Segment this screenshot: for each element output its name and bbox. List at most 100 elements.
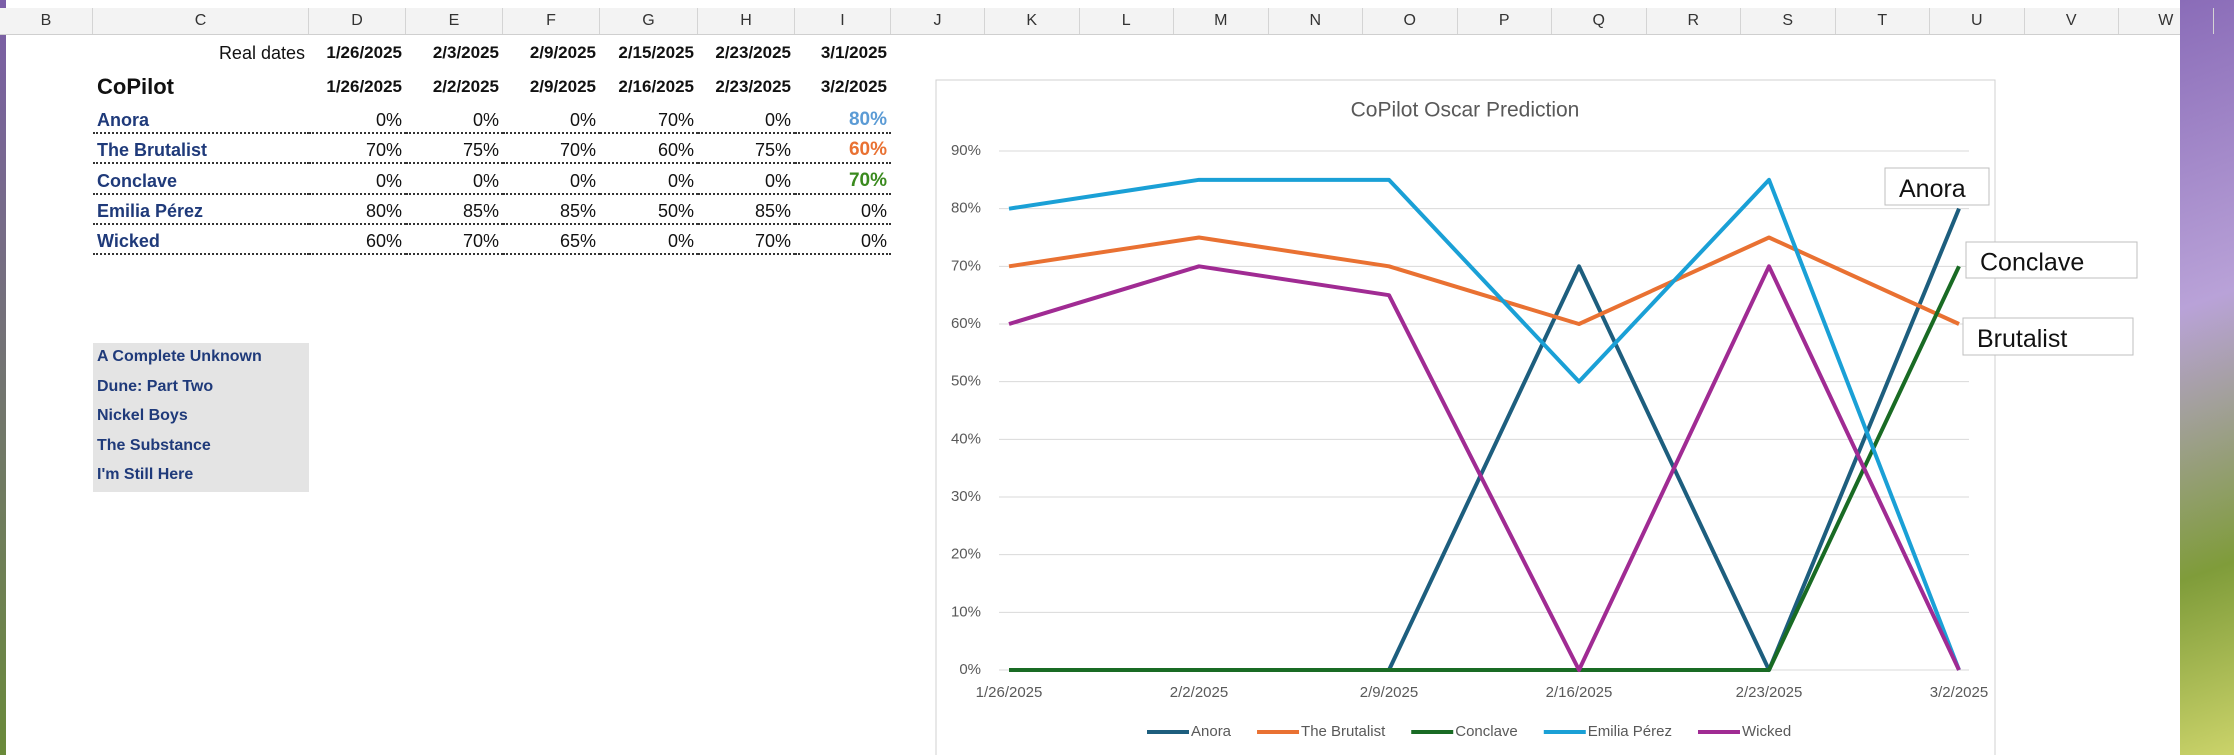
column-header: T: [1836, 8, 1931, 34]
table-cell: 2/16/2025: [600, 73, 698, 101]
y-tick-label: 10%: [951, 603, 981, 620]
y-tick-label: 0%: [959, 661, 981, 678]
column-header: F: [503, 8, 600, 34]
row-label: Anora: [93, 106, 309, 134]
table-cell: 75%: [406, 136, 503, 164]
column-header: O: [1363, 8, 1458, 34]
y-tick-label: 80%: [951, 200, 981, 217]
header-cell: 3/1/2025: [795, 39, 891, 67]
header-cell: Real dates: [93, 39, 309, 67]
list-item: A Complete Unknown: [97, 348, 262, 366]
table-cell: 0%: [406, 167, 503, 195]
table-cell: 0%: [698, 167, 795, 195]
table-cell: 0%: [503, 106, 600, 134]
header-cell: 2/9/2025: [503, 39, 600, 67]
y-tick-label: 70%: [951, 257, 981, 274]
table-cell: 0%: [698, 106, 795, 134]
x-tick-label: 2/16/2025: [1546, 684, 1613, 701]
x-tick-label: 2/23/2025: [1736, 684, 1803, 701]
table-cell: 0%: [795, 197, 891, 225]
column-header: K: [985, 8, 1080, 34]
column-header: D: [309, 8, 406, 34]
callout-label: Brutalist: [1977, 325, 2067, 353]
table-cell: 65%: [503, 227, 600, 255]
row-label: Conclave: [93, 167, 309, 195]
table-cell: 80%: [795, 106, 891, 134]
column-header: C: [93, 8, 309, 34]
table-cell: 0%: [309, 106, 406, 134]
table-cell: 0%: [600, 167, 698, 195]
table-cell: 70%: [698, 227, 795, 255]
legend-label: The Brutalist: [1301, 723, 1386, 740]
y-tick-label: 50%: [951, 373, 981, 390]
column-header: Q: [1552, 8, 1647, 34]
table-cell: 85%: [503, 197, 600, 225]
table-cell: 70%: [406, 227, 503, 255]
table-cell: 85%: [698, 197, 795, 225]
callout-label: Conclave: [1980, 249, 2084, 277]
table-cell: 75%: [698, 136, 795, 164]
chart-title: CoPilot Oscar Prediction: [1351, 99, 1580, 122]
row-label: Wicked: [93, 227, 309, 255]
table-cell: 70%: [795, 167, 891, 195]
x-tick-label: 1/26/2025: [976, 684, 1043, 701]
column-header: P: [1458, 8, 1553, 34]
table-cell: 0%: [406, 106, 503, 134]
column-header: S: [1741, 8, 1836, 34]
y-tick-label: 30%: [951, 488, 981, 505]
header-cell: 1/26/2025: [309, 39, 406, 67]
column-header: B: [0, 8, 93, 34]
table-cell: 70%: [503, 136, 600, 164]
column-header: V: [2025, 8, 2120, 34]
table-cell: 60%: [309, 227, 406, 255]
x-tick-label: 2/2/2025: [1170, 684, 1228, 701]
y-tick-label: 20%: [951, 546, 981, 563]
chart-frame: [936, 80, 1995, 755]
header-cell: 2/15/2025: [600, 39, 698, 67]
list-item: The Substance: [97, 437, 211, 455]
x-tick-label: 3/2/2025: [1930, 684, 1988, 701]
table-cell: 50%: [600, 197, 698, 225]
table-cell: 0%: [795, 227, 891, 255]
table-cell: 1/26/2025: [309, 73, 406, 101]
list-item: Nickel Boys: [97, 407, 188, 425]
column-header: R: [1647, 8, 1742, 34]
header-cell: 2/23/2025: [698, 39, 795, 67]
table-cell: 70%: [600, 106, 698, 134]
table-cell: 0%: [600, 227, 698, 255]
column-header: J: [891, 8, 985, 34]
y-tick-label: 40%: [951, 430, 981, 447]
list-item: I'm Still Here: [97, 466, 193, 484]
row-label: Emilia Pérez: [93, 197, 309, 225]
table-cell: 70%: [309, 136, 406, 164]
table-cell: 3/2/2025: [795, 73, 891, 101]
row-label: CoPilot: [93, 73, 309, 101]
table-cell: 2/9/2025: [503, 73, 600, 101]
table-cell: 85%: [406, 197, 503, 225]
table-cell: 2/23/2025: [698, 73, 795, 101]
column-header: M: [1174, 8, 1269, 34]
x-tick-label: 2/9/2025: [1360, 684, 1418, 701]
callout-label: Anora: [1899, 175, 1966, 203]
legend-label: Anora: [1191, 723, 1232, 740]
y-tick-label: 90%: [951, 142, 981, 159]
column-header: E: [406, 8, 503, 34]
column-header: I: [795, 8, 891, 34]
header-cell: 2/3/2025: [406, 39, 503, 67]
spreadsheet-screen: CoPilot Oscar Prediction 0% 10% 20% 30% 40% 5…: [0, 0, 2234, 755]
legend-label: Conclave: [1455, 723, 1518, 740]
legend-label: Emilia Pérez: [1588, 723, 1672, 740]
table-cell: 60%: [600, 136, 698, 164]
column-header: N: [1269, 8, 1364, 34]
column-header: G: [600, 8, 698, 34]
list-item: Dune: Part Two: [97, 378, 213, 396]
y-tick-label: 60%: [951, 315, 981, 332]
column-header: W: [2119, 8, 2214, 34]
row-label: The Brutalist: [93, 136, 309, 164]
table-cell: 0%: [309, 167, 406, 195]
table-cell: 0%: [503, 167, 600, 195]
legend-label: Wicked: [1742, 723, 1791, 740]
column-header: H: [698, 8, 795, 34]
column-header: U: [1930, 8, 2025, 34]
table-cell: 60%: [795, 136, 891, 164]
